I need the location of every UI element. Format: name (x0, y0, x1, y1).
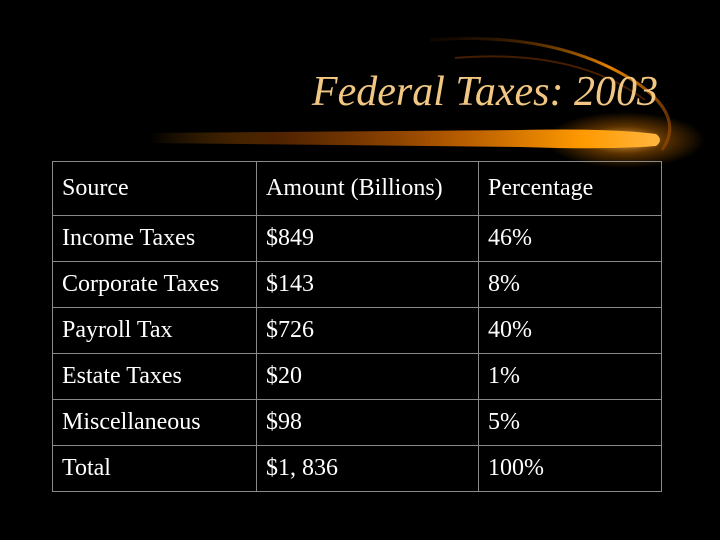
slide-title: Federal Taxes: 2003 (311, 69, 658, 115)
table-row-total: Total $1, 836 100% (52, 445, 662, 492)
header-percentage: Percentage (478, 161, 662, 216)
header-source: Source (52, 161, 257, 216)
table-row: Miscellaneous $98 5% (52, 399, 662, 446)
table-header-row: Source Amount (Billions) Percentage (52, 161, 662, 216)
cell-amount: $726 (256, 307, 479, 354)
cell-source: Total (52, 445, 257, 492)
cell-amount: $1, 836 (256, 445, 479, 492)
table-row: Payroll Tax $726 40% (52, 307, 662, 354)
cell-source: Corporate Taxes (52, 261, 257, 308)
header-amount: Amount (Billions) (256, 161, 479, 216)
cell-percentage: 5% (478, 399, 662, 446)
federal-taxes-table: Source Amount (Billions) Percentage Inco… (52, 161, 662, 492)
cell-source: Estate Taxes (52, 353, 257, 400)
table-row: Income Taxes $849 46% (52, 215, 662, 262)
table-row: Corporate Taxes $143 8% (52, 261, 662, 308)
cell-percentage: 40% (478, 307, 662, 354)
cell-source: Income Taxes (52, 215, 257, 262)
cell-source: Payroll Tax (52, 307, 257, 354)
cell-percentage: 1% (478, 353, 662, 400)
cell-amount: $143 (256, 261, 479, 308)
cell-percentage: 46% (478, 215, 662, 262)
cell-percentage: 8% (478, 261, 662, 308)
cell-amount: $20 (256, 353, 479, 400)
cell-source: Miscellaneous (52, 399, 257, 446)
cell-amount: $98 (256, 399, 479, 446)
cell-percentage: 100% (478, 445, 662, 492)
table-row: Estate Taxes $20 1% (52, 353, 662, 400)
cell-amount: $849 (256, 215, 479, 262)
